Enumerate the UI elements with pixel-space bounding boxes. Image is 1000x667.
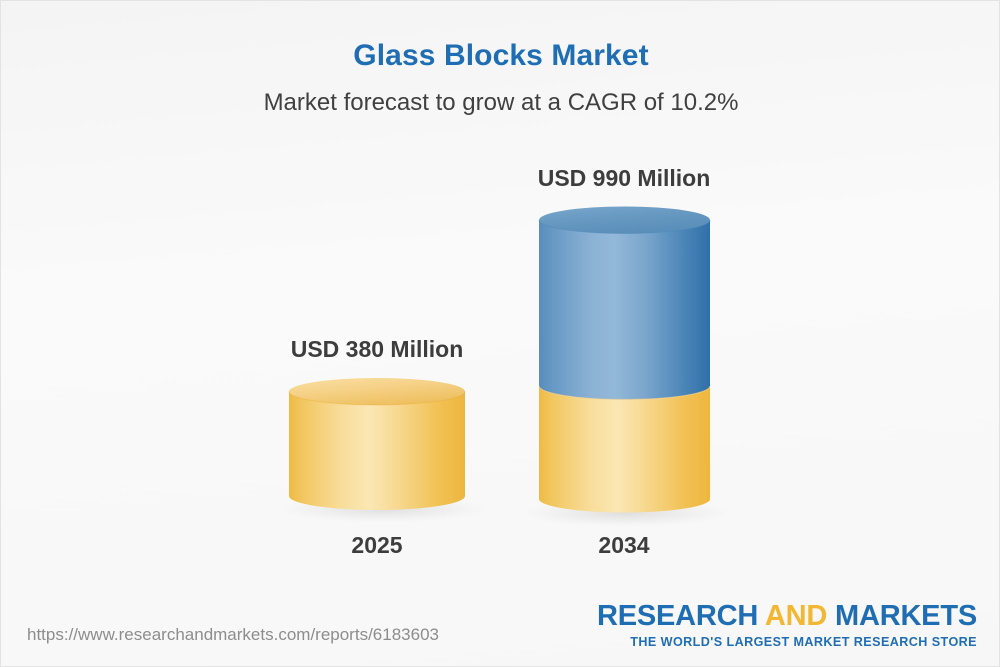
bar-2034-growth-segment [539, 220, 710, 400]
brand-logo: RESEARCH AND MARKETS THE WORLD'S LARGEST… [597, 602, 977, 649]
category-label-2025: 2025 [351, 532, 403, 558]
chart-title: Glass Blocks Market [353, 39, 649, 72]
bar-2034-cap-rim [538, 219, 711, 234]
bar-2034 [538, 206, 711, 513]
bar-2025-top-cap [289, 378, 465, 405]
category-label-2034: 2034 [598, 532, 650, 558]
brand-word-markets: MARKETS [835, 600, 977, 633]
brand-wordmark: RESEARCH AND MARKETS [597, 602, 977, 632]
bar-2025 [288, 378, 466, 510]
value-label-2034: USD 990 Million [537, 165, 711, 191]
bar-2025-body [289, 391, 465, 510]
chart-subtitle: Market forecast to grow at a CAGR of 10.… [263, 89, 739, 116]
brand-word-research: RESEARCH [596, 600, 759, 633]
brand-tagline: THE WORLD'S LARGEST MARKET RESEARCH STOR… [630, 635, 977, 649]
source-url[interactable]: https://www.researchandmarkets.com/repor… [27, 625, 439, 644]
bar-2034-top-cap [539, 206, 710, 234]
value-label-2025: USD 380 Million [290, 336, 464, 362]
bar-2025-cap-rim [288, 391, 466, 406]
brand-word-and: AND [764, 600, 828, 633]
bar-2034-segment-seam [538, 385, 711, 401]
bar-2034-base-segment [539, 386, 710, 513]
